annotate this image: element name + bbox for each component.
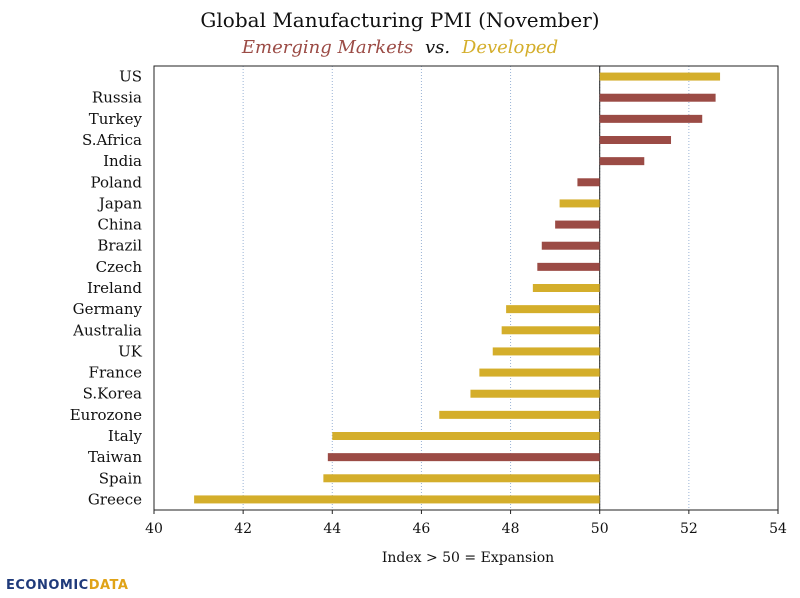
bar xyxy=(537,262,600,271)
subtitle-vs: vs. xyxy=(425,37,450,58)
category-label: S.Africa xyxy=(82,131,142,149)
bar xyxy=(332,432,600,440)
bar xyxy=(194,495,600,504)
x-axis-label: Index > 50 = Expansion xyxy=(382,550,554,566)
category-label: Greece xyxy=(88,490,142,508)
x-tick-label: 54 xyxy=(769,521,787,537)
category-label: US xyxy=(119,68,142,86)
bar xyxy=(599,114,703,123)
category-label: India xyxy=(103,152,142,170)
bar xyxy=(479,368,600,377)
category-label: Ireland xyxy=(87,279,142,297)
bar xyxy=(599,72,721,81)
category-label: UK xyxy=(118,342,143,360)
bar xyxy=(470,389,600,398)
category-label: France xyxy=(89,364,143,382)
x-tick-label: 42 xyxy=(234,521,252,537)
x-tick-label: 52 xyxy=(680,521,698,537)
bar xyxy=(599,157,645,166)
x-tick-label: 46 xyxy=(413,521,431,537)
x-tick-label: 48 xyxy=(502,521,520,537)
plot-area: 40 42 44 46 48 50 52 54 US Russia Turkey S.Africa In… xyxy=(70,65,787,537)
bar xyxy=(327,453,600,462)
bar xyxy=(439,410,600,419)
chart-title: Global Manufacturing PMI (November) xyxy=(200,8,599,32)
bar xyxy=(532,284,600,292)
bar xyxy=(541,241,600,250)
category-label: China xyxy=(97,216,142,234)
category-label: Spain xyxy=(99,469,143,487)
bar xyxy=(506,305,600,314)
category-label: Taiwan xyxy=(88,448,142,466)
category-label: Eurozone xyxy=(70,406,142,424)
bar xyxy=(577,178,600,187)
economic-data-logo: ECONOMICDATA xyxy=(6,578,128,593)
category-label: S.Korea xyxy=(83,385,142,403)
category-label: Brazil xyxy=(97,237,142,255)
category-label: Czech xyxy=(96,258,143,276)
bar xyxy=(501,326,600,335)
bar xyxy=(323,474,600,483)
category-label: Russia xyxy=(92,89,142,107)
category-label: Australia xyxy=(72,321,142,339)
category-label: Japan xyxy=(97,194,143,212)
plot-frame xyxy=(153,65,779,511)
logo-text-data: DATA xyxy=(88,578,129,593)
chart-subtitle: Emerging Markets vs. Developed xyxy=(241,37,558,58)
logo-text-economic: ECONOMIC xyxy=(6,578,89,593)
bar xyxy=(599,136,672,144)
bar xyxy=(492,347,600,356)
bar xyxy=(599,93,716,102)
x-tick-label: 40 xyxy=(145,521,163,537)
x-tick-label: 50 xyxy=(591,521,609,537)
category-label: Turkey xyxy=(89,110,143,128)
bar xyxy=(559,199,600,208)
x-tick-label: 44 xyxy=(323,521,341,537)
bar xyxy=(555,220,600,229)
subtitle-developed: Developed xyxy=(461,37,558,58)
category-label: Italy xyxy=(108,427,143,445)
category-label: Poland xyxy=(90,173,142,191)
subtitle-emerging: Emerging Markets xyxy=(241,37,413,58)
category-label: Germany xyxy=(73,300,143,318)
